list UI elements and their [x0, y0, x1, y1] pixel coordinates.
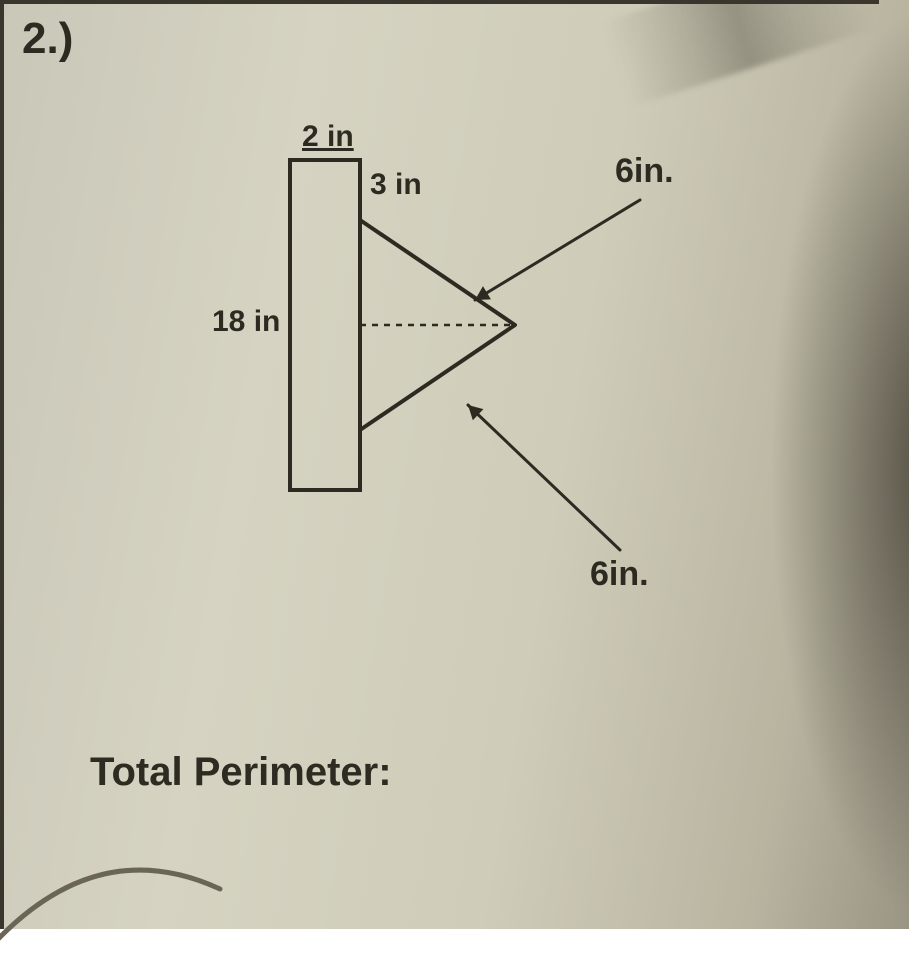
geometry-figure: 2 in 3 in 18 in 6in. 6in.	[160, 130, 720, 630]
label-top-width: 2 in	[302, 120, 354, 154]
question-number: 2.)	[22, 14, 73, 64]
bottom-curve-mark	[0, 769, 230, 969]
label-hypotenuse-bottom: 6in.	[590, 555, 649, 594]
page-border-top	[0, 0, 879, 4]
label-left-height: 18 in	[212, 305, 280, 339]
label-hypotenuse-top: 6in.	[615, 152, 674, 191]
page-shadow	[769, 0, 909, 929]
label-right-upper: 3 in	[370, 168, 422, 202]
